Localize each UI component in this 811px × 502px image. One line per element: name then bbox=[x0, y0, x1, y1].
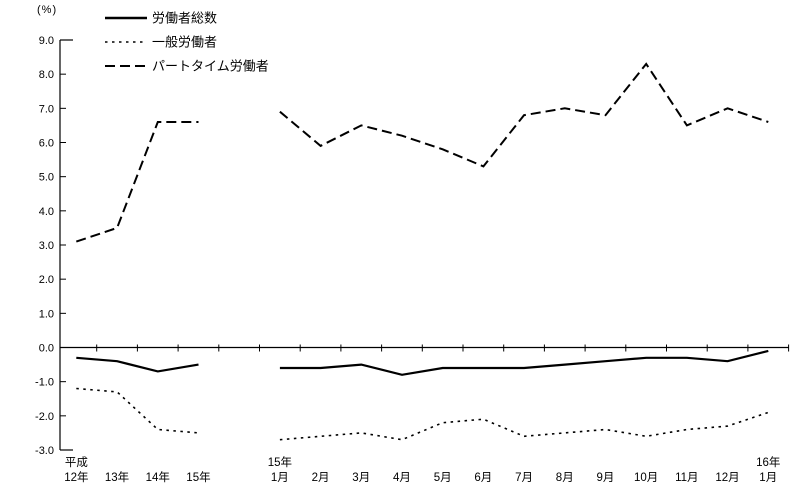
x-tick-label: 4月 bbox=[393, 472, 411, 484]
series-line-general-workers bbox=[279, 411, 769, 441]
x-tick-label: 15年 bbox=[186, 470, 210, 484]
legend-label-total-workers: 労働者総数 bbox=[152, 11, 217, 26]
legend-label-part-time-workers: パートタイム労働者 bbox=[152, 59, 269, 74]
y-tick-label: 2.0 bbox=[39, 274, 54, 286]
y-tick-label: 3.0 bbox=[39, 240, 54, 252]
series-line-total-workers bbox=[279, 349, 769, 376]
series-line-part-time-workers bbox=[279, 62, 769, 168]
y-tick-label: 4.0 bbox=[39, 206, 54, 218]
y-tick-label: 8.0 bbox=[39, 69, 54, 81]
series-line-part-time-workers bbox=[75, 121, 199, 243]
x-tick-label: 13年 bbox=[105, 470, 129, 484]
y-tick-label: 0.0 bbox=[39, 343, 54, 355]
y-axis-unit-label: (%) bbox=[37, 4, 58, 16]
x-tick-label: 12月 bbox=[715, 472, 739, 484]
y-tick-label: 1.0 bbox=[39, 308, 54, 320]
legend-label-general-workers: 一般労働者 bbox=[152, 35, 217, 50]
x-tick-label: 3月 bbox=[352, 472, 370, 484]
x-tick-label: 8月 bbox=[556, 472, 574, 484]
x-tick-label: 1月 bbox=[759, 472, 777, 484]
x-tick-label: 1月 bbox=[271, 472, 289, 484]
y-tick-label: 5.0 bbox=[39, 172, 54, 184]
y-tick-label: 7.0 bbox=[39, 103, 54, 115]
legend-item-general-workers: 一般労働者 bbox=[105, 35, 217, 50]
y-tick-label: -3.0 bbox=[35, 445, 54, 457]
x-tick-label: 6月 bbox=[474, 472, 492, 484]
y-tick-label: -2.0 bbox=[35, 411, 54, 423]
y-tick-label: 9.0 bbox=[39, 35, 54, 47]
series-line-general-workers bbox=[76, 387, 199, 434]
x-tick-label: 9月 bbox=[596, 472, 614, 484]
y-tick-label: -1.0 bbox=[35, 377, 54, 389]
series-line-total-workers bbox=[76, 356, 199, 373]
x-tick-label: 14年 bbox=[146, 470, 170, 484]
legend-item-part-time-workers: パートタイム労働者 bbox=[105, 59, 269, 74]
x-tick-label: 7月 bbox=[515, 472, 533, 484]
x-tick-label-year: 16年 bbox=[756, 455, 780, 469]
x-tick-label: 5月 bbox=[434, 472, 452, 484]
x-tick-label-year: 15年 bbox=[268, 455, 292, 469]
y-tick-label: 6.0 bbox=[39, 138, 54, 150]
x-tick-label: 2月 bbox=[312, 472, 330, 484]
legend-item-total-workers: 労働者総数 bbox=[105, 11, 217, 26]
x-tick-label: 11月 bbox=[675, 472, 698, 484]
x-tick-label: 10月 bbox=[634, 472, 658, 484]
x-tick-label: 12年 bbox=[64, 470, 88, 484]
x-tick-label-year: 平成 bbox=[65, 456, 88, 469]
